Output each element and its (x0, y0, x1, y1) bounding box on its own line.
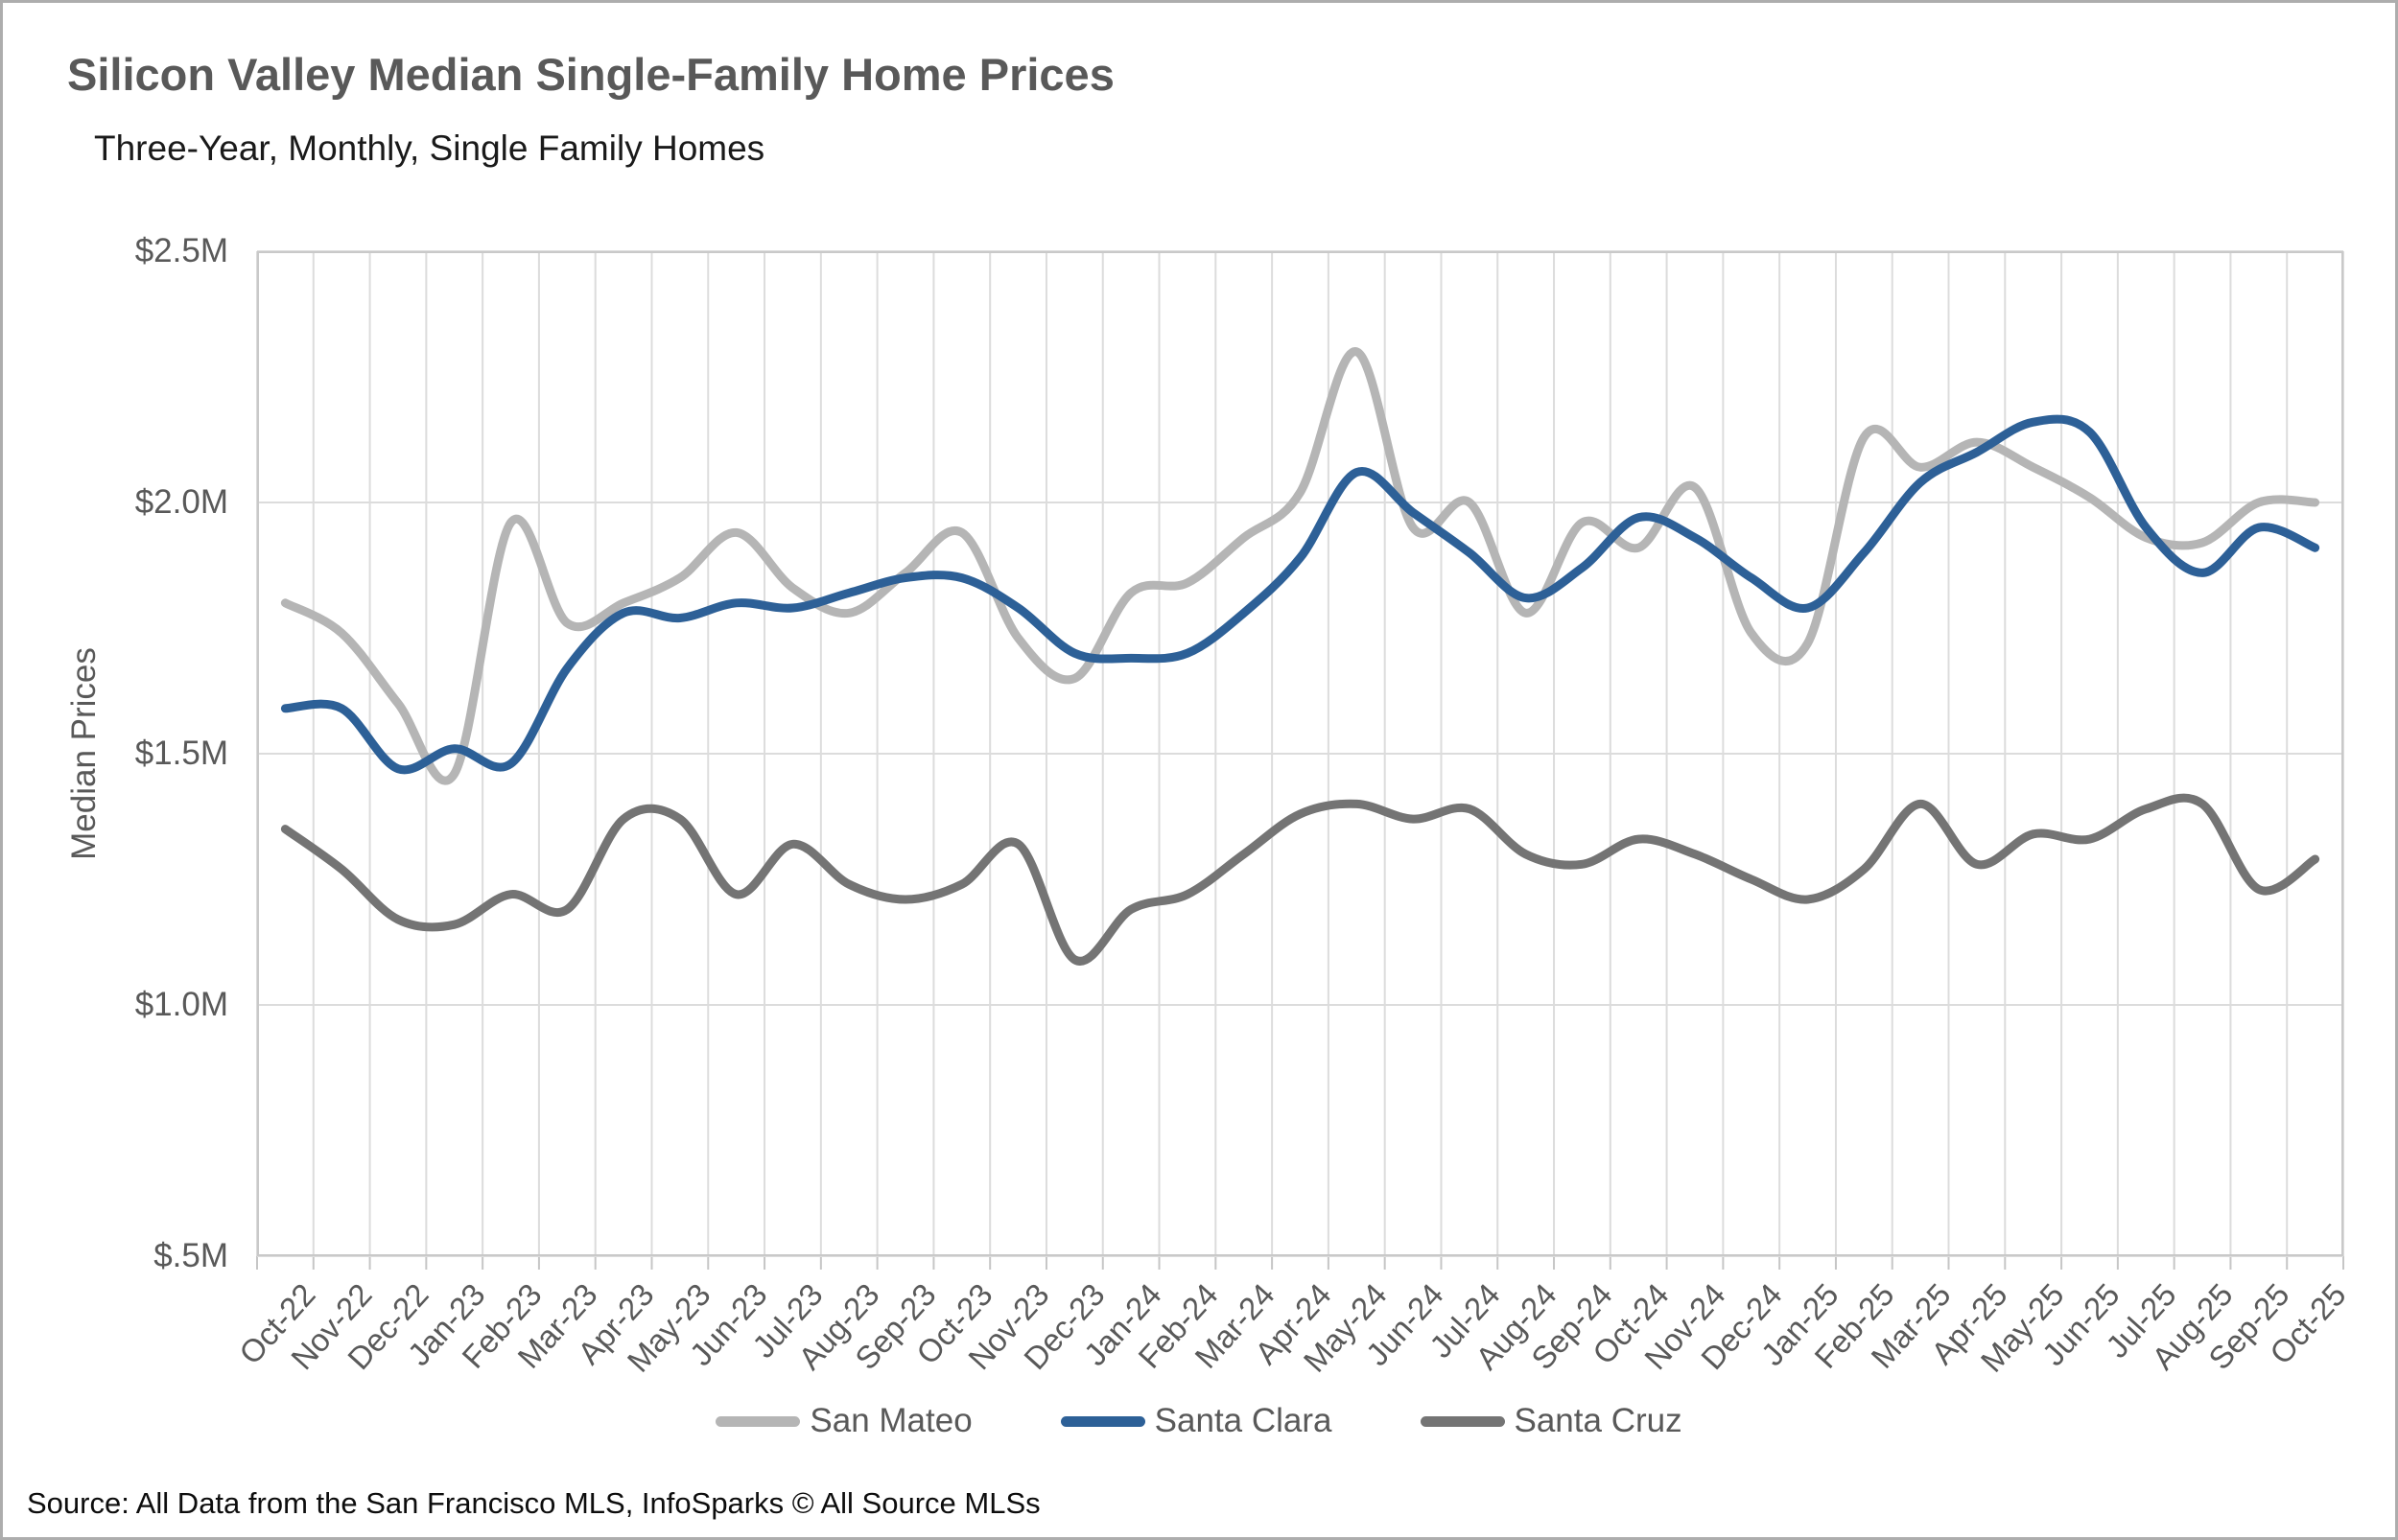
page-title: Silicon Valley Median Single-Family Home… (67, 49, 1115, 100)
legend-label: Santa Cruz (1514, 1402, 1682, 1439)
line-santa-cruz (280, 793, 2320, 966)
legend-item-santa-cruz: Santa Cruz (1420, 1402, 1682, 1440)
chart-legend: San Mateo Santa Clara Santa Cruz (0, 1402, 2398, 1440)
legend-item-santa-clara: Santa Clara (1060, 1402, 1332, 1440)
legend-item-san-mateo: San Mateo (716, 1402, 973, 1440)
y-tick-label: $.5M (153, 1237, 228, 1274)
plot-frame (257, 251, 2343, 1256)
legend-swatch (1420, 1415, 1505, 1427)
gridlines (256, 250, 2344, 1270)
y-tick-label: $1.0M (134, 986, 228, 1023)
legend-swatch (716, 1415, 801, 1427)
legend-label: San Mateo (810, 1402, 973, 1439)
y-tick-label: $2.5M (134, 232, 228, 269)
page-subtitle: Three-Year, Monthly, Single Family Homes (94, 128, 765, 168)
y-tick-label: $1.5M (134, 735, 228, 772)
line-santa-clara (280, 414, 2320, 775)
line-san-mateo (280, 347, 2320, 785)
source-note: Source: All Data from the San Francisco … (27, 1486, 1041, 1520)
legend-swatch (1060, 1415, 1145, 1427)
price-line-chart (256, 250, 2344, 1270)
legend-label: Santa Clara (1154, 1402, 1332, 1439)
y-tick-label: $2.0M (134, 483, 228, 521)
